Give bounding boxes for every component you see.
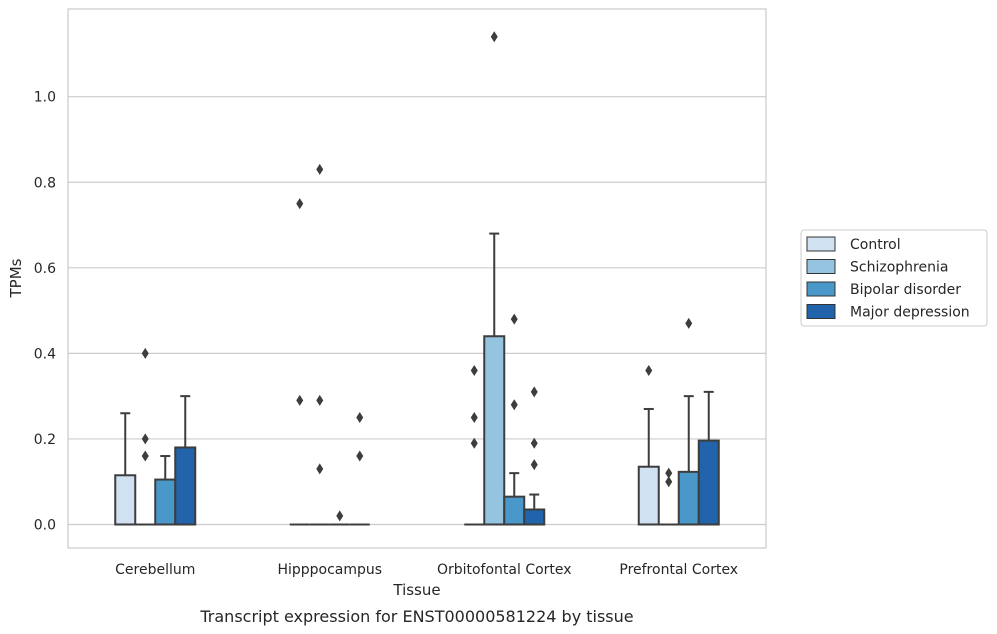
y-tick-label: 0.6 bbox=[34, 261, 56, 277]
outlier-point bbox=[336, 510, 344, 522]
box-body bbox=[114, 474, 137, 526]
box-body bbox=[697, 439, 720, 526]
box-body bbox=[483, 335, 506, 526]
box-groups bbox=[114, 31, 720, 526]
outlier-point bbox=[316, 463, 324, 475]
box-schizophrenia bbox=[483, 31, 506, 526]
legend-label: Major depression bbox=[850, 305, 970, 321]
legend-swatch bbox=[806, 236, 836, 252]
legend-swatch bbox=[806, 304, 836, 319]
y-tick-label: 0.8 bbox=[34, 175, 56, 191]
x-axis-label: Tissue bbox=[392, 581, 440, 599]
outlier-point bbox=[296, 198, 304, 210]
x-tick-label: Cerebellum bbox=[115, 562, 195, 578]
outlier-point bbox=[665, 476, 673, 488]
outlier-point bbox=[470, 437, 478, 449]
x-tick-label: Prefrontal Cortex bbox=[619, 562, 738, 578]
box-schizophrenia bbox=[309, 163, 330, 526]
box-bipolar-disorder bbox=[503, 313, 526, 526]
y-tick-label: 0.0 bbox=[34, 517, 56, 533]
legend: Control Schizophrenia Bipolar disorder Majo… bbox=[800, 229, 988, 327]
outlier-point bbox=[510, 313, 518, 325]
box-bipolar-disorder bbox=[677, 317, 700, 526]
outlier-point bbox=[530, 459, 538, 471]
legend-frame bbox=[800, 229, 988, 327]
outlier-point bbox=[356, 412, 364, 424]
outlier-point bbox=[141, 433, 149, 445]
outlier-point bbox=[490, 31, 498, 43]
outlier-point bbox=[470, 364, 478, 376]
legend-swatch bbox=[806, 281, 836, 297]
box-control bbox=[289, 198, 310, 526]
outlier-point bbox=[470, 412, 478, 424]
legend-label: Bipolar disorder bbox=[850, 282, 961, 298]
outlier-point bbox=[530, 437, 538, 449]
box-body bbox=[503, 495, 526, 526]
box-schizophrenia bbox=[135, 347, 156, 526]
y-axis-label: TPMs bbox=[7, 258, 25, 298]
box-major-depression bbox=[523, 386, 546, 526]
box-body bbox=[174, 446, 197, 526]
legend-swatch bbox=[806, 259, 836, 274]
legend-label: Control bbox=[850, 237, 901, 253]
outlier-point bbox=[316, 163, 324, 175]
box-body bbox=[637, 465, 660, 526]
outlier-point bbox=[665, 467, 673, 479]
x-tick-label: Hipppocampus bbox=[277, 562, 382, 578]
x-tick-label: Orbitofontal Cortex bbox=[437, 562, 572, 578]
box-body bbox=[154, 478, 177, 526]
outlier-point bbox=[356, 450, 364, 462]
box-control bbox=[114, 412, 137, 526]
box-body bbox=[523, 508, 546, 526]
legend-label: Schizophrenia bbox=[850, 260, 948, 276]
box-major-depression bbox=[174, 395, 197, 526]
box-schizophrenia bbox=[658, 467, 679, 526]
outlier-point bbox=[316, 394, 324, 406]
box-control bbox=[464, 364, 485, 526]
outlier-point bbox=[141, 347, 149, 359]
y-tick-label: 1.0 bbox=[34, 90, 56, 106]
box-body bbox=[677, 470, 700, 526]
x-tick-labels: Cerebellum Hipppocampus Orbitofontal Corte… bbox=[115, 562, 738, 578]
outlier-point bbox=[645, 364, 653, 376]
chart-caption: Transcript expression for ENST0000058122… bbox=[199, 607, 633, 626]
outlier-point bbox=[530, 386, 538, 398]
outlier-point bbox=[296, 394, 304, 406]
outlier-point bbox=[685, 317, 693, 329]
box-control bbox=[637, 364, 660, 526]
plot-frame bbox=[67, 8, 767, 549]
outlier-point bbox=[510, 399, 518, 411]
y-tick-label: 0.4 bbox=[34, 346, 56, 362]
box-major-depression bbox=[697, 390, 720, 526]
plot-area bbox=[68, 9, 766, 548]
box-major-depression bbox=[349, 412, 370, 526]
y-tick-labels: 0.0 0.2 0.4 0.6 0.8 1.0 bbox=[34, 90, 56, 534]
outlier-point bbox=[141, 450, 149, 462]
box-bipolar-disorder bbox=[329, 510, 350, 526]
y-tick-label: 0.2 bbox=[34, 432, 56, 448]
